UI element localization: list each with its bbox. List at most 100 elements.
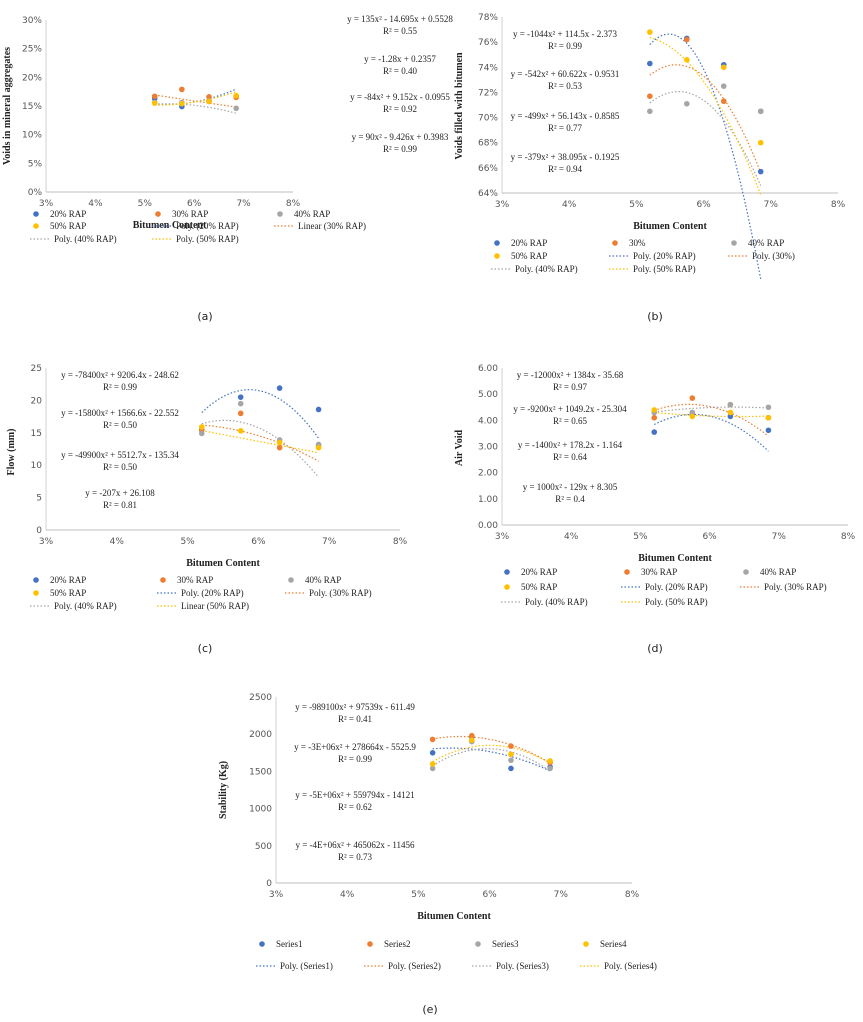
trendline [432,747,551,772]
legend-label: Poly. (Series1) [280,961,333,971]
chart-d: 0.00 1.00 2.00 3.00 4.00 5.00 6.00 3% 4% 5% 6% 7% 8%… [454,364,856,655]
x-tick-label: 4% [110,537,125,547]
y-tick-label: 25% [22,45,42,55]
trend-equation: y = -3E+06x² + 278664x - 5525.9 [294,742,416,752]
data-point [198,430,205,437]
legend-label: 30% RAP [177,575,213,585]
x-tick-label: 5% [180,537,195,547]
data-point [276,444,283,451]
data-point [647,108,653,115]
legend-label: Poly. (30%) [752,251,795,261]
trendline [649,91,762,186]
y-tick-label: 0 [36,526,42,536]
r-squared-label: R² = 0.50 [103,462,138,472]
trend-equation: y = -379x² + 38.095x - 0.1925 [511,152,620,162]
data-point [508,765,514,772]
data-point [651,407,658,413]
legend-marker [277,211,283,217]
trendline [432,735,551,764]
legend-label: Poly. (40% RAP) [515,264,578,274]
x-tick-label: 3% [39,199,54,209]
r-squared-label: R² = 0.94 [548,164,583,174]
x-axis-title: Bitumen Content [638,553,712,564]
legend-label: Linear (30% RAP) [298,221,366,231]
data-point [727,409,734,416]
trend-equation: y = -542x² + 60.622x - 0.9531 [511,69,620,79]
y-tick-label: 0.00 [478,521,498,531]
x-tick-label: 3% [495,532,510,542]
y-axis-title: Voids filled with bitumen [454,52,465,160]
data-point [315,406,322,413]
x-tick-label: 8% [286,199,301,209]
data-point [684,36,690,43]
r-squared-label: R² = 0.99 [103,382,138,392]
y-tick-label: 1000 [249,805,272,815]
x-tick-label: 7% [764,200,779,210]
trend-equation: y = 90x² - 9.426x + 0.3983 [352,132,449,142]
data-point [315,444,322,451]
y-tick-label: 0% [28,188,43,198]
legend-label: 30% [629,238,646,248]
legend-label: Poly. (20% RAP) [181,588,244,598]
data-point [179,100,185,107]
data-point [647,93,653,99]
x-tick-label: 8% [625,890,640,900]
panel-label: (c) [198,642,213,655]
trend-equation: y = -78400x² + 9206.4x - 248.62 [61,370,179,380]
data-point [765,427,772,434]
trendline [653,413,769,452]
x-tick-label: 3% [269,890,284,900]
r-squared-label: R² = 0.40 [383,66,418,76]
y-tick-label: 76% [478,38,498,48]
data-point [151,100,158,106]
data-point [651,429,658,435]
data-point [429,765,436,772]
x-tick-label: 6% [482,890,497,900]
data-point [237,394,244,400]
data-point [179,86,185,93]
y-tick-label: 3.00 [478,443,498,453]
data-point [233,92,239,99]
trend-equation: y = -84x² + 9.152x - 0.0955 [350,92,450,102]
y-tick-label: 10 [31,461,43,471]
legend-label: Poly. (30% RAP) [309,588,372,598]
trend-equation: y = -1400x² + 178.2x - 1.164 [518,440,623,450]
trend-equation: y = -1044x² + 114.5x - 2.373 [513,29,618,39]
r-squared-label: R² = 0.64 [553,452,588,462]
trendline [154,88,237,105]
y-tick-label: 78% [478,13,498,23]
legend-label: Series4 [600,939,627,949]
data-point [508,743,514,749]
trend-equation: y = -49900x² + 5512.7x - 135.34 [61,450,179,460]
legend-label: Poly. (50% RAP) [176,234,239,244]
r-squared-label: R² = 0.50 [103,420,138,430]
data-point [508,757,514,764]
y-tick-label: 64% [478,189,498,199]
trend-equation: y = -989100x² + 97539x - 611.49 [295,702,415,712]
panel-label: (a) [197,310,212,323]
legend-label: Series1 [276,939,303,949]
legend-label: Poly. (Series2) [388,961,441,971]
r-squared-label: R² = 0.53 [548,81,583,91]
legend-marker [624,569,630,575]
r-squared-label: R² = 0.77 [548,123,583,133]
data-point [547,765,553,772]
trend-equation: y = -5E+06x² + 559794x - 14121 [295,790,414,800]
trend-equation: y = -499x² + 56.143x - 0.8585 [511,111,620,121]
y-tick-label: 6.00 [478,364,498,374]
trendline [432,744,551,764]
data-point [757,168,764,175]
legend-label: Series2 [384,939,411,949]
trendline [649,33,762,280]
x-tick-label: 3% [39,537,54,547]
legend-label: 50% RAP [511,251,547,261]
y-tick-label: 5 [36,494,42,504]
legend-label: 50% RAP [521,582,557,592]
data-point [684,56,690,63]
r-squared-label: R² = 0.65 [553,416,588,426]
legend-label: 40% RAP [748,238,784,248]
legend-marker [731,240,737,246]
r-squared-label: R² = 0.92 [383,104,417,114]
trend-equation: y = -207x + 26.108 [85,488,155,498]
